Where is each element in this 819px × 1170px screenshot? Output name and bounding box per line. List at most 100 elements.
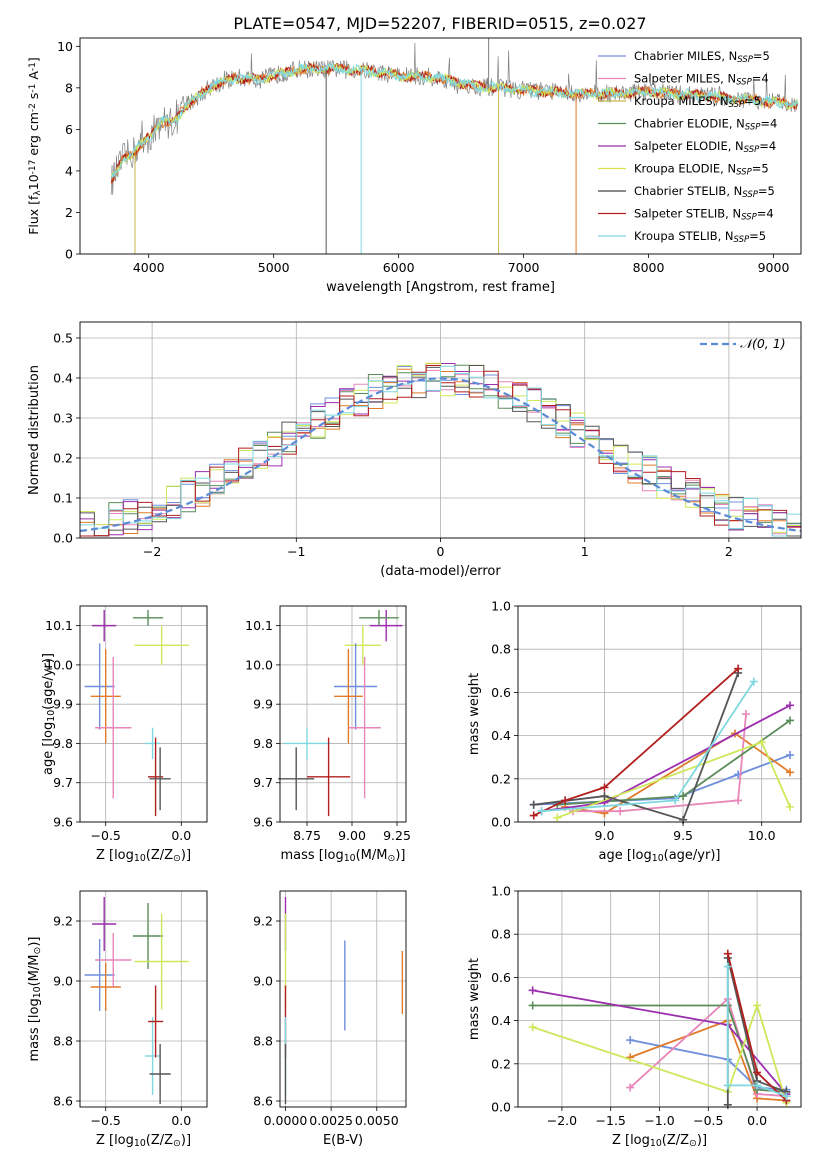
- x-axis-label: age [log10(age/yr)]: [599, 848, 721, 864]
- legend-text: Salpeter ELODIE, N: [634, 139, 744, 153]
- weight-marker: [723, 1100, 732, 1109]
- plots-layer: 4000 5000 6000 7000 8000 90000246810wavelengt…: [26, 37, 802, 1149]
- axes-frame: [517, 605, 802, 823]
- label-part: ⊙: [387, 853, 395, 864]
- label-part: ⊙: [689, 1138, 697, 1149]
- label-part: ⊙: [173, 853, 181, 864]
- plot-area: [110, 38, 799, 254]
- axes-frame: [79, 890, 208, 1108]
- x-tick-label: 2: [725, 544, 733, 559]
- weight-marker: [528, 1001, 537, 1010]
- legend-label: Salpeter ELODIE, NSSP=4: [634, 139, 776, 155]
- axes-age-vs-Z: −0.5 0.09.69.79.89.910.010.1Z [log10(Z/Z⊙…: [41, 605, 208, 864]
- legend-sub: SSP: [742, 190, 758, 200]
- weight-marker: [782, 1092, 791, 1101]
- x-tick-label: 0.0050: [355, 1113, 399, 1128]
- y-axis-label: age [log10(age/yr)]: [41, 653, 57, 775]
- x-tick-label: 6000: [383, 260, 415, 275]
- legend-text: Chabrier STELIB, N: [634, 184, 742, 198]
- errorbar-point: [90, 649, 121, 744]
- legend-text: Kroupa ELODIE, N: [634, 162, 736, 176]
- x-tick-label: 7000: [508, 260, 540, 275]
- y-tick-label: 1.0: [491, 599, 511, 614]
- legend-label: Salpeter MILES, NSSP=4: [634, 72, 769, 88]
- x-axis-label: E(B-V): [323, 1133, 363, 1148]
- y-tick-label: 9.9: [53, 697, 73, 712]
- label-part: ⊙: [32, 947, 43, 955]
- y-tick-label: 0.2: [491, 771, 511, 786]
- weight-marker: [671, 796, 680, 805]
- weight-marker: [785, 768, 794, 777]
- ticks: −2.0 −1.5 −1.0 −0.5 0.0 0.0 0.2 0.4 0.6 0.8 1.0: [491, 884, 767, 1129]
- y-tick-label: 4: [65, 163, 73, 178]
- label-part: (Z/Z: [146, 848, 173, 863]
- x-tick-label: 8000: [633, 260, 665, 275]
- x-axis-label: mass [log10(M/M⊙)]: [281, 848, 406, 864]
- y-tick-label: 9.6: [53, 815, 73, 830]
- y-tick-label: 2: [65, 205, 73, 220]
- y-tick-label: 0.4: [491, 728, 511, 743]
- label-part: -2: [28, 103, 38, 112]
- y-tick-label: 0.1: [53, 491, 73, 506]
- y-tick-label: 9.0: [53, 974, 73, 989]
- weight-marker: [600, 792, 609, 801]
- y-tick-label: 0.3: [53, 411, 73, 426]
- axes-spectrum: 4000 5000 6000 7000 8000 9000 0 2 4 6 8 10 wavelengt…: [26, 37, 802, 295]
- y-tick-label: 9.0: [253, 974, 273, 989]
- weight-line: [629, 1019, 787, 1102]
- legend-text: Salpeter STELIB, N: [634, 207, 741, 221]
- x-tick-label: −1.5: [596, 1113, 626, 1128]
- legend-suffix: =4: [757, 207, 774, 221]
- label-part: mass weight: [467, 673, 482, 755]
- x-axis-label: Z [log10(Z/Z⊙)]: [96, 848, 191, 864]
- weight-line: [630, 1039, 787, 1091]
- errorbar-point: [90, 963, 121, 1011]
- legend-suffix: =5: [758, 184, 775, 198]
- plot-area: [278, 609, 403, 817]
- x-tick-label: 0.0: [171, 828, 191, 843]
- x-tick-label: 10.0: [748, 828, 776, 843]
- ticks: −2 −1 0 1 2 0.0 0.1 0.2 0.3 0.4 0.5: [53, 331, 733, 560]
- label-part: (M/M: [27, 955, 42, 987]
- weight-marker: [529, 811, 538, 820]
- plot-area: [84, 609, 189, 817]
- errorbar-point: [370, 609, 403, 642]
- y-tick-label: 9.6: [253, 815, 273, 830]
- x-tick-label: 9.25: [383, 828, 411, 843]
- x-tick-label: 1: [581, 544, 589, 559]
- label-part: 10: [32, 986, 43, 998]
- axes-mass-vs-Z: −0.5 0.08.68.89.09.2Z [log10(Z/Z⊙)]mass […: [27, 890, 208, 1149]
- label-part: Z [log: [96, 1133, 134, 1148]
- y-tick-label: 0.0: [53, 531, 73, 546]
- legend-suffix: =4: [759, 139, 776, 153]
- weight-series: [537, 677, 758, 816]
- y-tick-label: 10.0: [45, 657, 73, 672]
- legend-sub: SSP: [736, 168, 752, 178]
- y-tick-label: 1.0: [491, 884, 511, 899]
- legend-sub: SSP: [736, 78, 752, 88]
- label-part: ]: [26, 57, 41, 62]
- legend-suffix: =5: [749, 229, 766, 243]
- y-tick-label: 0.8: [491, 927, 511, 942]
- x-tick-label: 8.75: [293, 828, 321, 843]
- legend-label: Kroupa ELODIE, NSSP=5: [634, 162, 769, 178]
- y-tick-label: 0.0: [491, 815, 511, 830]
- y-axis-label: mass weight: [467, 958, 482, 1040]
- errorbar-point: [145, 727, 161, 760]
- errorbar-point: [283, 727, 331, 760]
- weight-marker: [785, 701, 794, 710]
- errorbar-point: [84, 643, 115, 730]
- label-part: mass weight: [467, 958, 482, 1040]
- x-axis-label: Z [log10(Z/Z⊙)]: [96, 1133, 191, 1149]
- label-part: (age/yr)]: [664, 848, 721, 863]
- plot-area: [284, 897, 404, 1104]
- y-tick-label: 8.6: [253, 1094, 273, 1109]
- legend-label: Salpeter STELIB, NSSP=4: [634, 207, 774, 223]
- weight-marker: [679, 792, 688, 801]
- x-axis-label: Z [log10(Z/Z⊙)]: [612, 1133, 707, 1149]
- y-tick-label: 9.9: [253, 697, 273, 712]
- grid-lines: [518, 605, 801, 823]
- x-tick-label: 0.0: [171, 1113, 191, 1128]
- errorbar-point: [92, 897, 117, 951]
- label-part: 10: [344, 853, 356, 864]
